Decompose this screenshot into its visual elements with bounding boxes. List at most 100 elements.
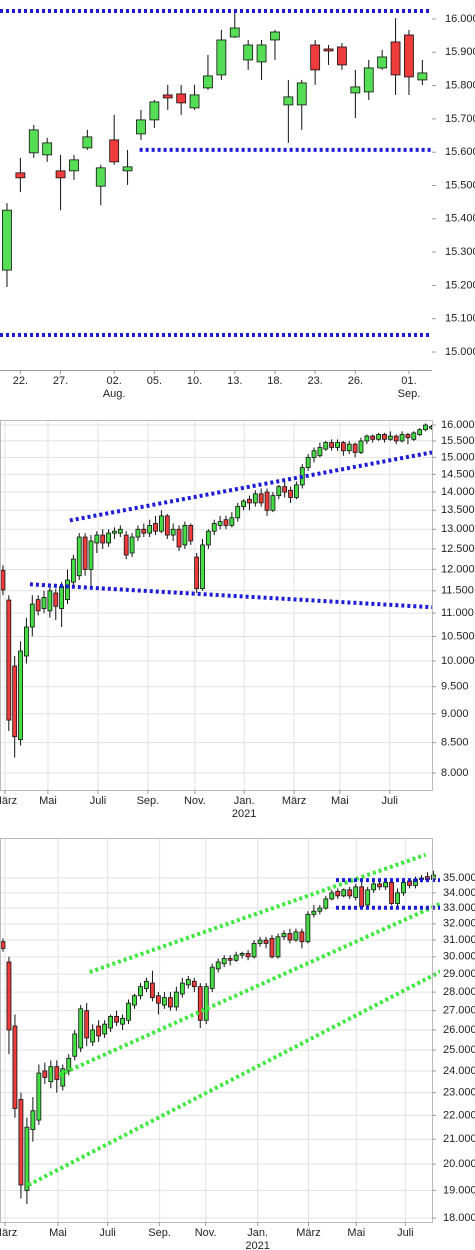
candle-body — [257, 939, 263, 944]
y-tick-label: 31.000 — [443, 934, 475, 946]
candle-body — [311, 450, 317, 458]
y-tick-label: 9.000 — [441, 708, 469, 720]
trend-line — [58, 901, 440, 1077]
candle-body — [229, 517, 235, 526]
candle-body — [102, 1023, 108, 1035]
y-tick-label: 12.500 — [441, 543, 475, 555]
candle-body — [170, 528, 176, 536]
x-tick-label: 02. — [107, 375, 122, 387]
candle-body — [243, 44, 254, 61]
x-tick-label: 26. — [348, 375, 363, 387]
candle-body — [188, 525, 194, 542]
candle-body — [395, 892, 400, 904]
candle-body — [383, 882, 388, 888]
x-tick-label: März — [282, 795, 306, 807]
x-tick-label: März — [0, 795, 17, 807]
candle-body — [282, 486, 288, 493]
candle-body — [299, 931, 305, 943]
candle-body — [359, 886, 365, 907]
candle-body — [256, 44, 267, 63]
x-tick-label: Juli — [90, 795, 107, 807]
candle-body — [221, 958, 227, 965]
candle-body — [0, 569, 6, 591]
candle-body — [417, 72, 428, 81]
candle-body — [112, 530, 117, 534]
x-tick-label: Mai — [39, 795, 57, 807]
candle-body — [66, 1057, 72, 1072]
candle-body — [405, 434, 411, 439]
candle-body — [70, 558, 76, 583]
candle-body — [120, 1017, 125, 1025]
candle-body — [358, 440, 364, 453]
candle-body — [337, 46, 347, 66]
x-tick-label: Sep. — [148, 1227, 171, 1239]
candle-body — [173, 991, 179, 1008]
y-tick-label: 35.000 — [443, 872, 475, 884]
candle-body — [129, 536, 135, 554]
candle-body — [227, 958, 233, 961]
candle-body — [156, 995, 161, 1004]
plot-area — [0, 838, 440, 1222]
candle-body — [305, 457, 311, 468]
y-tick-label: 29.000 — [443, 968, 475, 980]
candle-body — [350, 86, 361, 94]
plot-frame — [0, 420, 433, 791]
candle-body — [109, 139, 120, 163]
candle-body — [335, 442, 340, 448]
candle-body — [389, 882, 394, 904]
y-tick-label: 16.000 — [445, 13, 475, 25]
candle-body — [293, 931, 299, 941]
candle-body — [411, 432, 417, 440]
candle-body — [164, 515, 170, 536]
candle-body — [48, 1066, 54, 1083]
candle-body — [53, 592, 59, 607]
candle-body — [269, 938, 275, 958]
candle-body — [239, 953, 245, 956]
candle-body — [162, 94, 173, 99]
x-tick-label: Nov. — [184, 795, 206, 807]
y-tick-label: 21.000 — [443, 1133, 475, 1145]
candle-body — [106, 532, 111, 544]
candle-body — [288, 489, 293, 498]
candle-body — [329, 892, 335, 900]
y-tick-label: 15.500 — [445, 179, 475, 191]
candle-body — [28, 129, 39, 154]
candle-body — [159, 515, 164, 532]
candle-body — [18, 1098, 24, 1186]
y-tick-label: 11.500 — [441, 585, 474, 597]
candle-body — [167, 997, 173, 1008]
candle-body — [82, 136, 93, 149]
candle-body — [24, 626, 29, 657]
y-tick-label: 13.000 — [441, 523, 475, 535]
y-tick-label: 15.000 — [441, 451, 475, 463]
x-tick-label: Juli — [381, 795, 398, 807]
candle-body — [390, 41, 401, 76]
candle-body — [364, 435, 370, 442]
candle-body — [114, 1016, 119, 1023]
candle-body — [132, 995, 137, 1006]
candle-body — [18, 650, 23, 741]
x-tick-label: 18. — [267, 375, 282, 387]
candle-body — [15, 172, 26, 179]
y-tick-label: 26.000 — [443, 1024, 475, 1036]
candle-body — [235, 506, 241, 519]
candle-body — [264, 491, 270, 511]
candle-body — [60, 1068, 66, 1087]
y-tick-label: 15.900 — [445, 46, 475, 58]
candle-body — [138, 986, 143, 997]
candle-body — [153, 523, 158, 532]
x-tick-sublabel: 2021 — [245, 1240, 269, 1250]
candle-body — [335, 890, 341, 897]
candle-body — [162, 997, 167, 1006]
y-tick-label: 25.000 — [443, 1044, 475, 1056]
candle-body — [203, 75, 213, 89]
trend-line — [27, 969, 440, 1187]
candle-body — [215, 961, 221, 970]
candle-body — [200, 544, 205, 590]
candle-body — [283, 96, 294, 106]
candle-body — [417, 429, 423, 435]
x-tick-label: Mai — [347, 1227, 365, 1239]
y-tick-label: 14.500 — [441, 468, 475, 480]
